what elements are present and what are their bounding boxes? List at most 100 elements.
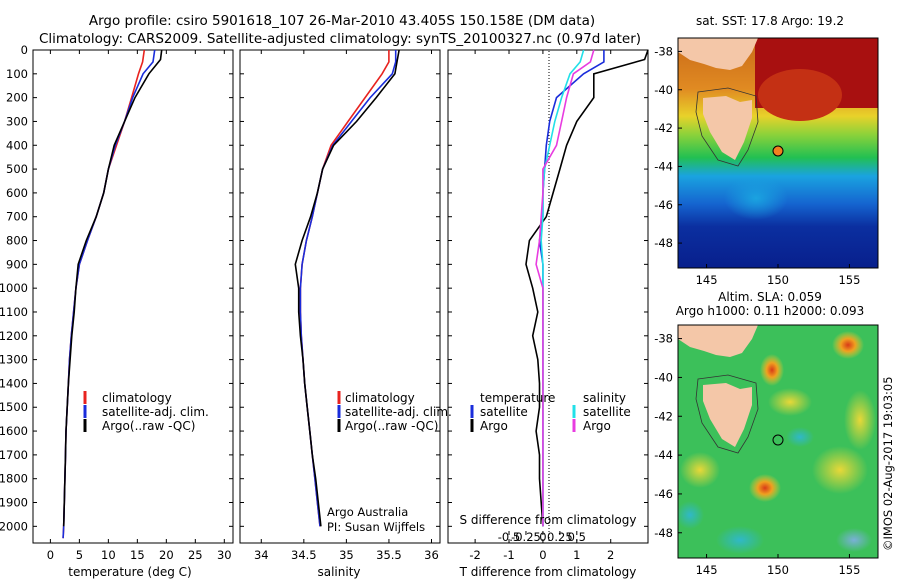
y-tick-label: 1300: [0, 353, 28, 367]
s-tick-label: -0.5: [498, 530, 520, 544]
sla-low-2: [716, 526, 764, 554]
x-tick-label: 35: [339, 548, 354, 562]
x-tick-label: 25: [188, 548, 203, 562]
salinity-series-lines: [294, 49, 400, 527]
sst-argo-position-marker: [772, 145, 784, 157]
legend-label-t-argo: Argo: [480, 419, 508, 433]
y-tick-label: 400: [6, 138, 28, 152]
y-tick-label: 1000: [0, 281, 28, 295]
y-tick-label: 200: [6, 91, 28, 105]
sst-map-latitude-ticks: -38 -40 -42 -44 -46 -48: [654, 44, 682, 250]
s-tick-label: 0.5: [568, 530, 586, 544]
y-tick-label: 1900: [0, 496, 28, 510]
salinity-plot-frame: [239, 49, 441, 544]
legend-label-argo: Argo(..raw -QC): [345, 419, 438, 433]
y-tick-label: 300: [6, 114, 28, 128]
y-tick-label: 900: [6, 257, 28, 271]
y-tick-label: 1800: [0, 472, 28, 486]
mainland-land: [678, 325, 758, 357]
x-tick-label: 10: [101, 548, 116, 562]
x-tick-label: 35.5: [376, 548, 402, 562]
latitude-tick-label: -38: [654, 44, 673, 58]
temperature-x-axis: 0 5 10 15 20 25 30: [47, 50, 232, 562]
sst-map-title: sat. SST: 17.8 Argo: 19.2: [696, 14, 844, 28]
x-tick-label: -2: [469, 548, 480, 562]
x-tick-label: 36: [424, 548, 439, 562]
legend-label-climatology: climatology: [345, 391, 415, 405]
y-tick-label: 0: [21, 43, 28, 57]
x-tick-label: -1: [503, 548, 514, 562]
sla-rise-2: [768, 388, 812, 416]
s-difference-label: S difference from climatology: [460, 513, 637, 527]
longitude-tick-label: 145: [696, 563, 718, 577]
sst-cool-eddy: [724, 176, 788, 220]
figure-title-line1: Argo profile: csiro 5901618_107 26-Mar-2…: [89, 13, 595, 29]
y-tick-label: 2000: [0, 519, 28, 533]
sst-warm-eddy: [758, 69, 842, 121]
sla-rise-4: [844, 390, 876, 450]
longitude-tick-label: 155: [838, 563, 860, 577]
y-tick-label: 700: [6, 210, 28, 224]
legend-title-temperature: temperature: [480, 391, 555, 405]
legend-label-s-argo: Argo: [583, 419, 611, 433]
tasmania-land: [703, 383, 752, 447]
temperature-panel: 0100200300400500600700800900100011001200…: [0, 43, 234, 579]
y-tick-label: 600: [6, 186, 28, 200]
depth-axis: 0 100 200 300 400 500 600 700 800 900 1000 1100 1200…: [0, 43, 233, 533]
y-tick-label: 1600: [0, 424, 28, 438]
latitude-tick-label: -40: [654, 370, 673, 384]
y-tick-label: 1100: [0, 305, 28, 319]
difference-plot-frame: [447, 49, 649, 544]
x-tick-label: 1: [573, 548, 580, 562]
latitude-tick-label: -46: [654, 198, 673, 212]
latitude-tick-label: -48: [654, 236, 673, 250]
sla-high-3: [749, 474, 781, 502]
difference-panel: -2 -1 0 1 2 -0.5-0.250 0.250.5 S difference f…: [447, 49, 649, 579]
sla-high-1: [760, 354, 784, 386]
temperature-legend: climatology satellite-adj. clim. Argo(..…: [83, 391, 209, 433]
salinity-panel: 34 34.5 35 35.5 36 salinity climatology sate…: [239, 49, 452, 579]
latitude-tick-label: -40: [654, 83, 673, 97]
sla-field: [678, 325, 878, 558]
latitude-tick-label: -48: [654, 526, 673, 540]
altimetry-argo-position-marker: [772, 434, 784, 446]
longitude-tick-label: 150: [767, 273, 789, 287]
series-line-t-argo: [525, 49, 649, 527]
sst-map-longitude-ticks: 145 150 155: [696, 264, 860, 287]
latitude-tick-label: -46: [654, 487, 673, 501]
latitude-tick-label: -42: [654, 409, 673, 423]
altimetry-title-line1: Altim. SLA: 0.059: [718, 290, 822, 304]
x-tick-label: 0: [539, 548, 546, 562]
altimetry-map-latitude-ticks: -38 -40 -42 -44 -46 -48: [654, 332, 682, 540]
altimetry-title-line2: Argo h1000: 0.11 h2000: 0.093: [676, 304, 865, 318]
legend-label-satellite: satellite-adj. clim.: [102, 405, 209, 419]
t-difference-x-axis: -2 -1 0 1 2: [469, 50, 614, 562]
x-tick-label: 5: [76, 548, 83, 562]
sla-rise-1: [812, 446, 868, 494]
imos-credit: ©IMOS 02-Aug-2017 19:03:05: [881, 376, 895, 551]
y-tick-label: 1400: [0, 376, 28, 390]
latitude-tick-label: -42: [654, 121, 673, 135]
difference-depth-ticks: [448, 49, 648, 527]
y-tick-label: 1500: [0, 400, 28, 414]
difference-legend: temperature satellite Argo salinity sate…: [470, 391, 631, 433]
legend-label-argo: Argo(..raw -QC): [102, 419, 195, 433]
s-difference-axis: -0.5-0.250 0.250.5: [498, 530, 586, 544]
shelf-contour: [695, 374, 759, 454]
salinity-depth-ticks: [240, 49, 440, 527]
altimetry-map-panel: Altim. SLA: 0.059 Argo h1000: 0.11 h2000…: [654, 290, 879, 577]
y-tick-label: 100: [6, 67, 28, 81]
y-tick-label: 800: [6, 234, 28, 248]
x-tick-label: 34.5: [291, 548, 317, 562]
series-line-s-argo: [535, 49, 595, 527]
altimetry-map-longitude-ticks: 145 150 155: [696, 554, 860, 577]
credit-argo-australia: Argo Australia: [327, 505, 408, 519]
s-tick-label: -0.25: [511, 530, 541, 544]
figure-title-line2: Climatology: CARS2009. Satellite-adjuste…: [39, 31, 641, 47]
legend-label-s-satellite: satellite: [583, 405, 631, 419]
difference-series-lines: [525, 49, 649, 527]
x-tick-label: 34: [254, 548, 269, 562]
x-tick-label: 0: [47, 548, 54, 562]
s-tick-label: 0.25: [547, 530, 573, 544]
sla-high-2: [832, 331, 864, 359]
